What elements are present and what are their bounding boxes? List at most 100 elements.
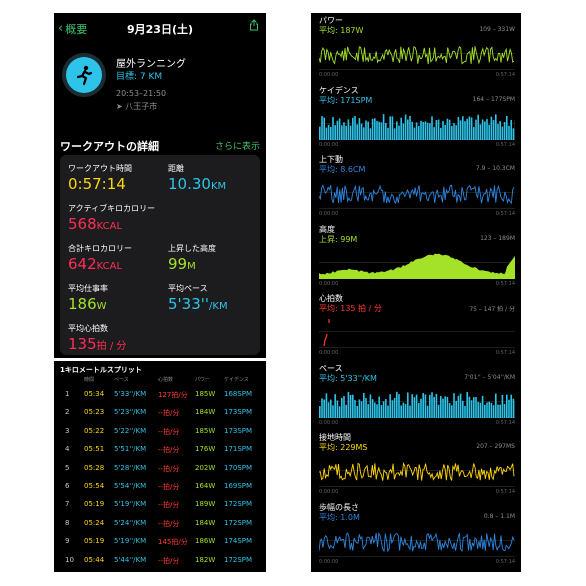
split-index: 6 xyxy=(65,482,70,490)
chart-bar xyxy=(332,404,334,418)
chart-bar xyxy=(369,394,372,418)
metric-label: 平均ペース xyxy=(168,284,208,293)
chart-bar xyxy=(385,122,387,140)
chart-bar xyxy=(341,397,343,418)
chart-bar xyxy=(323,117,325,140)
chart-bar xyxy=(477,114,479,140)
chart-range: 123 – 189M xyxy=(480,234,515,242)
show-more-link[interactable]: さらに表示 xyxy=(214,142,260,152)
chart-bar xyxy=(319,126,321,140)
split-heart-rate: --拍/分 xyxy=(158,501,180,510)
chart-bar xyxy=(499,404,501,418)
chart-average: 平均: 187W xyxy=(319,26,364,35)
split-index: 5 xyxy=(65,463,70,472)
chart-bar xyxy=(319,405,321,418)
chart-bar xyxy=(462,400,464,418)
metric-2: アクティブキロカロリー 568KCAL xyxy=(68,203,155,233)
split-pace: 5'19''/KM xyxy=(114,500,147,509)
chart-bar xyxy=(429,122,431,140)
chart-bar xyxy=(404,114,407,140)
split-power: 189W xyxy=(195,500,216,509)
chart-average: 平均: 135 拍 / 分 xyxy=(319,304,382,313)
metric-value: 10.30KM xyxy=(168,175,227,193)
chart-title: ケイデンス xyxy=(319,85,359,95)
chart-bar xyxy=(389,115,391,140)
chart-bar xyxy=(400,117,402,140)
chart-bar xyxy=(330,126,332,140)
workout-location: ➤ 八王子市 xyxy=(116,102,158,111)
chart-bar xyxy=(451,404,453,418)
chart-range: 109 – 331W xyxy=(479,26,515,33)
chart-bar xyxy=(325,127,328,140)
chart-bar xyxy=(435,393,438,418)
chart-bar xyxy=(363,126,365,140)
table-row: 8 05:24 5'24''/KM --拍/分 184W 172SPM xyxy=(54,514,266,532)
chart-bar xyxy=(426,122,429,140)
chart-bar xyxy=(411,393,413,418)
chart-title: 心拍数 xyxy=(319,294,343,303)
chart-bar xyxy=(459,119,462,140)
chart-bar xyxy=(352,394,354,418)
split-cadence: 172SPM xyxy=(224,500,253,509)
share-icon[interactable] xyxy=(249,19,259,31)
workout-goal: 目標: 7 KM xyxy=(116,72,163,82)
splits-header-cadence: ケイデンス xyxy=(224,377,249,383)
chart-bar xyxy=(490,116,493,140)
split-pace: 5'33''/KM xyxy=(114,390,147,398)
chart-bar xyxy=(400,404,402,418)
table-row: 9 05:19 5'19''/KM 145拍/分 186W 174SPM xyxy=(54,532,266,550)
chart-bar xyxy=(488,401,490,418)
chart-start-time: 0:00:00 xyxy=(319,419,339,426)
chart-bar xyxy=(321,115,323,140)
chart-bar xyxy=(426,405,429,418)
chart-bar xyxy=(473,396,475,418)
chart-start-time: 0:00:00 xyxy=(319,141,339,148)
chart-bar xyxy=(347,118,350,140)
chart-bar xyxy=(409,115,411,140)
metric-value: 568KCAL xyxy=(68,215,123,233)
chart-bar xyxy=(510,394,512,418)
metric-7: 平均心拍数 135拍 / 分 xyxy=(68,323,126,353)
chart-bar xyxy=(455,124,457,140)
table-row: 5 05:28 5'28''/KM --拍/分 202W 170SPM xyxy=(54,459,266,477)
chart-range: 207 – 297MS xyxy=(476,443,515,450)
chart-bar xyxy=(380,121,383,140)
chart-bar xyxy=(343,121,345,140)
details-title: ワークアウトの詳細 xyxy=(60,140,159,153)
split-cadence: 168SPM xyxy=(224,390,253,398)
split-cadence: 173SPM xyxy=(224,408,253,417)
chart-bar xyxy=(413,127,416,140)
split-power: 202W xyxy=(195,463,216,472)
chart-bar xyxy=(464,405,466,418)
chart-bar xyxy=(468,115,471,140)
table-row: 2 05:23 5'23''/KM --拍/分 184W 173SPM xyxy=(54,403,266,421)
chart-title: 上下動 xyxy=(319,155,343,164)
chart-end-time: 0:57:14 xyxy=(495,211,515,217)
chart-bar xyxy=(497,404,499,418)
split-heart-rate: --拍/分 xyxy=(158,446,180,455)
chart-bar xyxy=(354,399,356,418)
chart-bar xyxy=(330,399,332,418)
chart-bar xyxy=(345,125,347,140)
splits-header-power: パワー xyxy=(195,377,211,383)
chart-bar xyxy=(424,393,427,418)
metric-value: 0:57:14 xyxy=(68,175,126,193)
table-row: 7 05:19 5'19''/KM --拍/分 189W 172SPM xyxy=(54,495,266,513)
chart-bar xyxy=(358,117,361,140)
back-button[interactable]: ‹ 概要 xyxy=(58,21,87,37)
chart-bar xyxy=(490,402,493,418)
chart-bar xyxy=(470,399,473,418)
chart-bar xyxy=(365,397,367,418)
chart-bar xyxy=(387,127,389,140)
chart-bar xyxy=(453,122,455,140)
chart-bar xyxy=(393,397,396,418)
chart-bar xyxy=(338,405,341,418)
chart-bar xyxy=(367,403,369,418)
chart-line xyxy=(319,184,515,205)
chart-title: パワー xyxy=(319,16,343,25)
chart-bar xyxy=(444,395,446,418)
chart-bar xyxy=(431,115,433,140)
chart-bar xyxy=(495,113,497,140)
split-heart-rate: --拍/分 xyxy=(158,427,180,436)
metric-value: 99M xyxy=(168,255,196,273)
